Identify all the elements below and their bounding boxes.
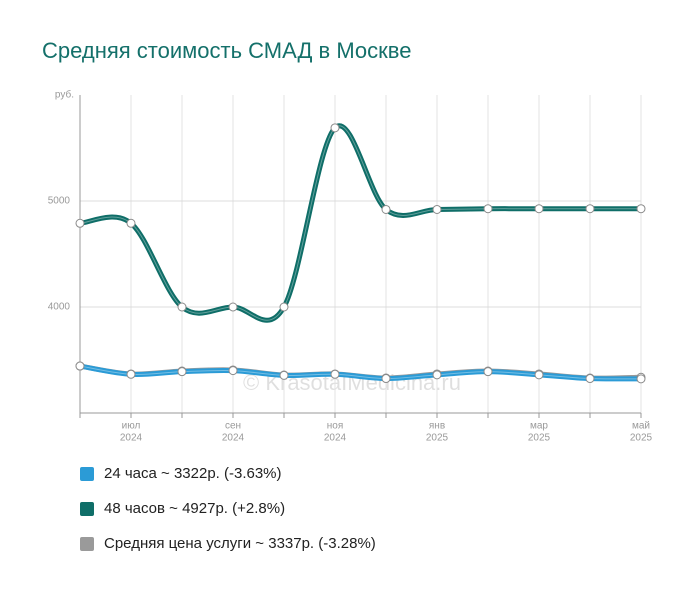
- x-tick-year: 2025: [528, 433, 551, 444]
- x-tick-year: 2025: [426, 433, 449, 444]
- legend-label: 24 часа ~ 3322р. (-3.63%): [104, 465, 282, 482]
- data-point: [228, 366, 238, 376]
- data-point: [177, 302, 187, 312]
- data-point: [636, 374, 646, 384]
- legend-label: Средняя цена услуги ~ 3337р. (-3.28%): [104, 535, 376, 552]
- data-point: [381, 374, 391, 384]
- data-point: [330, 123, 340, 133]
- legend-swatch: [80, 537, 94, 551]
- x-tick-year: 2024: [222, 433, 245, 444]
- x-tick-year: 2024: [120, 433, 143, 444]
- data-point: [585, 204, 595, 214]
- data-point: [432, 370, 442, 380]
- x-tick-year: 2025: [630, 433, 653, 444]
- data-point: [483, 367, 493, 377]
- data-point: [126, 369, 136, 379]
- data-point: [75, 218, 85, 228]
- x-tick-label: май: [632, 421, 650, 432]
- legend-label: 48 часов ~ 4927р. (+2.8%): [104, 500, 285, 517]
- x-tick-year: 2024: [324, 433, 347, 444]
- x-tick-label: мар: [530, 421, 548, 432]
- legend-swatch: [80, 502, 94, 516]
- data-point: [75, 361, 85, 371]
- legend-swatch: [80, 467, 94, 481]
- data-point: [381, 204, 391, 214]
- chart-title: Средняя стоимость СМАД в Москве: [42, 38, 411, 63]
- data-point: [330, 369, 340, 379]
- series-line: [79, 123, 641, 323]
- x-tick-label: сен: [225, 421, 241, 432]
- y-tick-label: 5000: [48, 196, 71, 207]
- data-point: [432, 204, 442, 214]
- data-point: [228, 302, 238, 312]
- data-point: [483, 204, 493, 214]
- y-tick-label: 4000: [48, 302, 71, 313]
- data-point: [177, 367, 187, 377]
- data-point: [126, 218, 136, 228]
- y-axis-label: руб.: [55, 89, 74, 101]
- x-tick-label: ноя: [327, 421, 344, 432]
- x-tick-label: янв: [429, 421, 445, 432]
- x-tick-label: июл: [122, 421, 141, 432]
- data-point: [279, 370, 289, 380]
- data-point: [534, 204, 544, 214]
- data-point: [279, 302, 289, 312]
- data-point: [636, 204, 646, 214]
- data-point: [585, 374, 595, 384]
- data-point: [534, 370, 544, 380]
